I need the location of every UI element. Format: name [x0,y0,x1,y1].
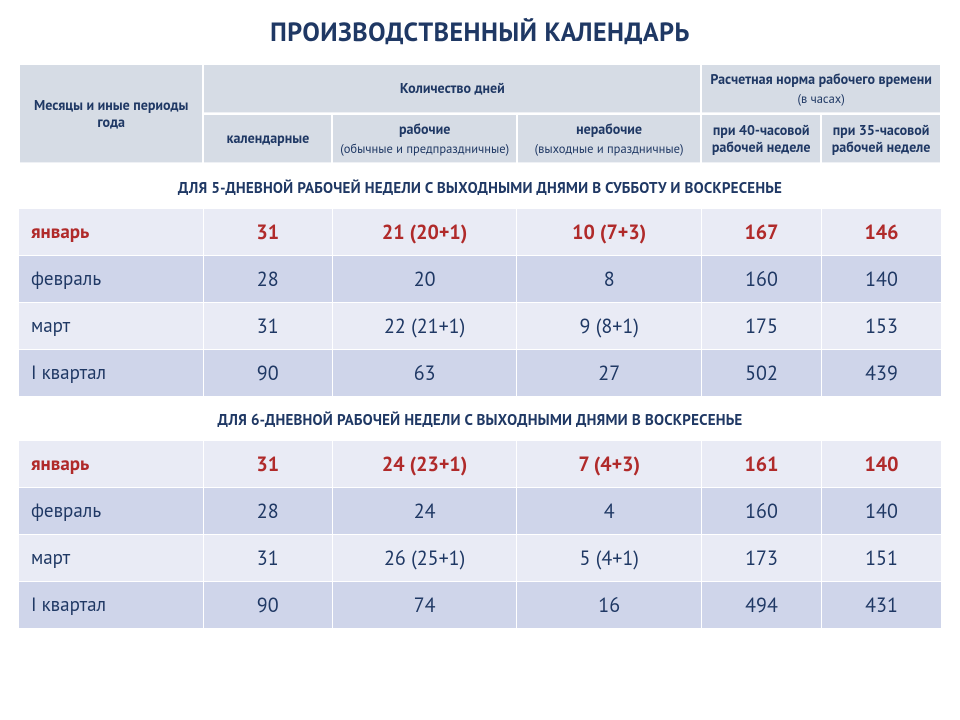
cell-non: 16 [517,582,702,629]
hdr-hours-group: Расчетная норма рабочего времени (в часа… [701,64,941,114]
cell-h40: 161 [702,441,822,488]
hdr-h35: при 35-часовой рабочей неделе [821,114,941,164]
cell-h35: 151 [821,535,941,582]
cell-cal: 31 [203,441,332,488]
cell-non: 4 [517,488,702,535]
table-row: январь 31 24 (23+1) 7 (4+3) 161 140 [19,441,942,488]
cell-work: 22 (21+1) [332,303,517,350]
hdr-nonwork-l2: (выходные и праздничные) [522,142,696,158]
cell-label: январь [19,441,204,488]
section-6day-title: ДЛЯ 6-ДНЕВНОЙ РАБОЧЕЙ НЕДЕЛИ С ВЫХОДНЫМИ… [18,411,942,430]
cell-h35: 431 [821,582,941,629]
cell-h35: 439 [821,350,941,397]
cell-h35: 153 [821,303,941,350]
cell-cal: 90 [203,350,332,397]
cell-cal: 31 [203,303,332,350]
cell-work: 24 [332,488,517,535]
cell-h40: 167 [702,209,822,256]
hdr-work-l1: рабочие [399,120,450,138]
section-5day-title: ДЛЯ 5-ДНЕВНОЙ РАБОЧЕЙ НЕДЕЛИ С ВЫХОДНЫМИ… [18,179,942,198]
cell-cal: 31 [203,209,332,256]
cell-non: 7 (4+3) [517,441,702,488]
cell-non: 10 (7+3) [517,209,702,256]
table-6day: январь 31 24 (23+1) 7 (4+3) 161 140 февр… [18,440,942,629]
cell-non: 8 [517,256,702,303]
hdr-nonwork-l1: нерабочие [576,120,642,138]
page-title: ПРОИЗВОДСТВЕННЫЙ КАЛЕНДАРЬ [18,16,942,49]
cell-cal: 90 [203,582,332,629]
hdr-h40: при 40-часовой рабочей неделе [701,114,821,164]
cell-h35: 140 [821,441,941,488]
cell-work: 74 [332,582,517,629]
table-row: I квартал 90 63 27 502 439 [19,350,942,397]
cell-non: 5 (4+1) [517,535,702,582]
table-row: февраль 28 20 8 160 140 [19,256,942,303]
cell-label: февраль [19,256,204,303]
cell-cal: 28 [203,488,332,535]
cell-work: 21 (20+1) [332,209,517,256]
cell-non: 27 [517,350,702,397]
cell-label: февраль [19,488,204,535]
cell-label: март [19,303,204,350]
header-row-1: Месяцы и иные периоды года Количество дн… [19,64,941,114]
hdr-periods: Месяцы и иные периоды года [19,64,203,164]
cell-work: 63 [332,350,517,397]
table-row: I квартал 90 74 16 494 431 [19,582,942,629]
table-row: март 31 22 (21+1) 9 (8+1) 175 153 [19,303,942,350]
cell-label: I квартал [19,350,204,397]
hdr-hours-l1: Расчетная норма рабочего времени [710,70,931,88]
cell-work: 26 (25+1) [332,535,517,582]
table-5day: январь 31 21 (20+1) 10 (7+3) 167 146 фев… [18,208,942,397]
cell-label: январь [19,209,204,256]
cell-label: март [19,535,204,582]
cell-work: 24 (23+1) [332,441,517,488]
cell-cal: 28 [203,256,332,303]
cell-h40: 502 [702,350,822,397]
cell-h35: 140 [821,256,941,303]
cell-h35: 146 [821,209,941,256]
cell-h40: 160 [702,488,822,535]
hdr-hours-l2: (в часах) [706,92,936,108]
cell-non: 9 (8+1) [517,303,702,350]
hdr-work: рабочие (обычные и предпраздничные) [332,114,516,164]
hdr-work-l2: (обычные и предпраздничные) [337,142,511,158]
cell-h40: 175 [702,303,822,350]
table-row: февраль 28 24 4 160 140 [19,488,942,535]
cell-cal: 31 [203,535,332,582]
header-table: Месяцы и иные периоды года Количество дн… [18,63,942,165]
table-row: март 31 26 (25+1) 5 (4+1) 173 151 [19,535,942,582]
hdr-nonwork: нерабочие (выходные и праздничные) [517,114,701,164]
cell-h40: 494 [702,582,822,629]
cell-work: 20 [332,256,517,303]
cell-h35: 140 [821,488,941,535]
hdr-calendar: календарные [203,114,332,164]
cell-label: I квартал [19,582,204,629]
hdr-days-group: Количество дней [203,64,701,114]
table-row: январь 31 21 (20+1) 10 (7+3) 167 146 [19,209,942,256]
cell-h40: 173 [702,535,822,582]
cell-h40: 160 [702,256,822,303]
